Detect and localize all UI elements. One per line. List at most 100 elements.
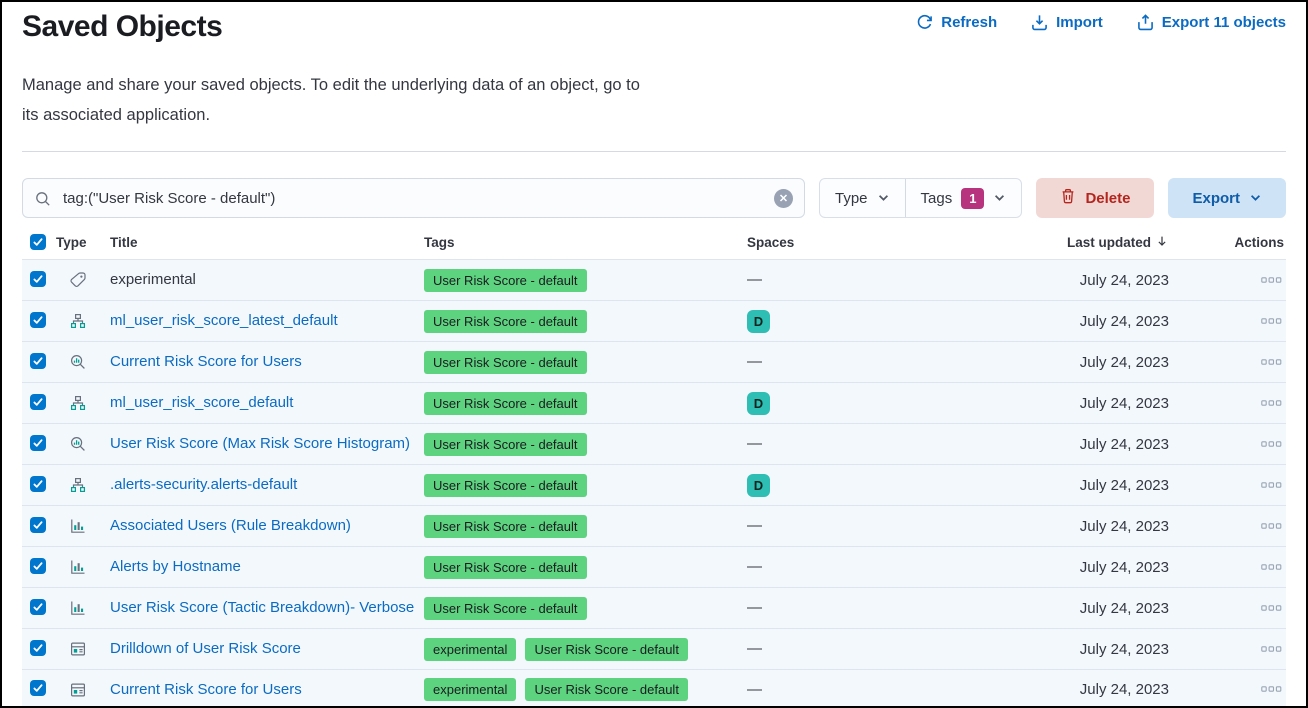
row-type-cell	[56, 518, 102, 534]
row-title[interactable]: experimental	[110, 271, 196, 288]
type-filter-button[interactable]: Type	[820, 179, 905, 217]
row-title[interactable]: User Risk Score (Max Risk Score Histogra…	[110, 435, 410, 452]
transform-icon	[70, 395, 86, 411]
row-title[interactable]: Drilldown of User Risk Score	[110, 640, 301, 657]
row-title[interactable]: User Risk Score (Tactic Breakdown)- Verb…	[110, 599, 414, 616]
row-actions-icon[interactable]	[1259, 601, 1284, 616]
tag-badge[interactable]: experimental	[424, 638, 516, 661]
row-title[interactable]: Alerts by Hostname	[110, 558, 241, 575]
row-checkbox[interactable]	[30, 394, 46, 410]
row-checkbox[interactable]	[30, 353, 46, 369]
row-tags: experimental User Risk Score - default	[424, 638, 747, 661]
row-checkbox[interactable]	[30, 599, 46, 615]
row-spaces: —	[747, 517, 955, 535]
tag-badge[interactable]: User Risk Score - default	[424, 597, 587, 620]
tag-badge[interactable]: User Risk Score - default	[424, 474, 587, 497]
col-header-title: Title	[102, 235, 424, 250]
row-actions-icon[interactable]	[1259, 560, 1284, 575]
export-all-button[interactable]: Export 11 objects	[1137, 14, 1286, 31]
row-checkbox[interactable]	[30, 435, 46, 451]
refresh-button[interactable]: Refresh	[916, 14, 997, 31]
no-spaces-dash: —	[747, 558, 762, 575]
row-spaces: D	[747, 474, 955, 497]
row-type-cell	[56, 477, 102, 493]
row-title[interactable]: Associated Users (Rule Breakdown)	[110, 517, 351, 534]
tag-badge[interactable]: User Risk Score - default	[424, 392, 587, 415]
row-checkbox[interactable]	[30, 517, 46, 533]
row-spaces: —	[747, 640, 955, 658]
row-actions-icon[interactable]	[1259, 478, 1284, 493]
row-checkbox[interactable]	[30, 476, 46, 492]
row-spaces: D	[747, 392, 955, 415]
row-checkbox[interactable]	[30, 680, 46, 696]
col-header-last-updated[interactable]: Last updated	[955, 234, 1185, 251]
row-tags: User Risk Score - default	[424, 310, 747, 333]
row-type-cell	[56, 641, 102, 657]
tag-icon	[70, 272, 86, 288]
row-title[interactable]: Current Risk Score for Users	[110, 353, 302, 370]
row-checkbox[interactable]	[30, 640, 46, 656]
col-header-spaces: Spaces	[747, 235, 955, 250]
search-input[interactable]	[23, 179, 804, 217]
row-type-cell	[56, 436, 102, 452]
row-title[interactable]: ml_user_risk_score_default	[110, 394, 293, 411]
tags-filter-button[interactable]: Tags 1	[906, 179, 1022, 217]
row-title[interactable]: Current Risk Score for Users	[110, 681, 302, 698]
tag-badge[interactable]: User Risk Score - default	[525, 638, 688, 661]
tag-badge[interactable]: experimental	[424, 678, 516, 701]
row-actions-icon[interactable]	[1259, 519, 1284, 534]
tag-badge[interactable]: User Risk Score - default	[424, 433, 587, 456]
transform-icon	[70, 477, 86, 493]
row-tags: experimental User Risk Score - default	[424, 678, 747, 701]
trash-icon	[1060, 188, 1076, 208]
row-type-cell	[56, 354, 102, 370]
row-checkbox[interactable]	[30, 312, 46, 328]
saved-objects-page: Saved Objects Refresh	[2, 2, 1306, 708]
row-last-updated: July 24, 2023	[955, 559, 1185, 576]
tags-filter-count-badge: 1	[961, 188, 984, 209]
tag-badge[interactable]: User Risk Score - default	[424, 515, 587, 538]
tag-badge[interactable]: User Risk Score - default	[424, 556, 587, 579]
no-spaces-dash: —	[747, 640, 762, 657]
row-actions-icon[interactable]	[1259, 355, 1284, 370]
row-spaces: —	[747, 558, 955, 576]
row-checkbox[interactable]	[30, 271, 46, 287]
row-checkbox[interactable]	[30, 558, 46, 574]
row-title[interactable]: ml_user_risk_score_latest_default	[110, 312, 338, 329]
filter-group: Type Tags 1	[819, 178, 1022, 218]
export-selected-label: Export	[1192, 190, 1240, 207]
row-actions-icon[interactable]	[1259, 437, 1284, 452]
row-spaces: —	[747, 599, 955, 617]
table-row: Current Risk Score for Users User Risk S…	[22, 341, 1286, 382]
row-title[interactable]: .alerts-security.alerts-default	[110, 476, 297, 493]
row-tags: User Risk Score - default	[424, 597, 747, 620]
space-badge: D	[747, 474, 770, 497]
tag-badge[interactable]: User Risk Score - default	[424, 351, 587, 374]
search-box: ✕	[22, 178, 805, 218]
row-spaces: —	[747, 681, 955, 699]
export-selected-button[interactable]: Export	[1168, 178, 1286, 218]
row-spaces: D	[747, 310, 955, 333]
row-actions-icon[interactable]	[1259, 273, 1284, 288]
tag-badge[interactable]: User Risk Score - default	[525, 678, 688, 701]
row-actions-icon[interactable]	[1259, 642, 1284, 657]
row-type-cell	[56, 682, 102, 698]
page-description: Manage and share your saved objects. To …	[22, 70, 1286, 130]
row-actions-icon[interactable]	[1259, 314, 1284, 329]
clear-search-icon[interactable]: ✕	[774, 189, 793, 208]
tag-badge[interactable]: User Risk Score - default	[424, 269, 587, 292]
delete-button[interactable]: Delete	[1036, 178, 1154, 218]
row-actions-icon[interactable]	[1259, 682, 1284, 697]
visualization-icon	[70, 436, 86, 452]
select-all-checkbox[interactable]	[30, 234, 46, 250]
table-row: .alerts-security.alerts-default User Ris…	[22, 464, 1286, 505]
import-button[interactable]: Import	[1031, 14, 1103, 31]
export-icon	[1137, 14, 1154, 31]
row-spaces: —	[747, 435, 955, 453]
tag-badge[interactable]: User Risk Score - default	[424, 310, 587, 333]
chevron-down-icon	[993, 191, 1006, 208]
section-divider	[22, 151, 1286, 152]
no-spaces-dash: —	[747, 681, 762, 698]
row-actions-icon[interactable]	[1259, 396, 1284, 411]
import-label: Import	[1056, 14, 1103, 31]
